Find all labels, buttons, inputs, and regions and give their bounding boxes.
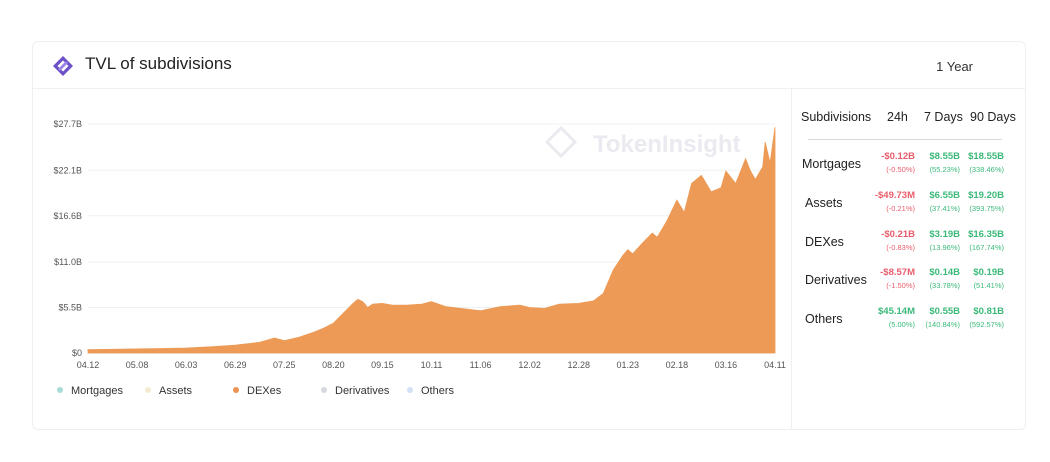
card-header: TVL of subdivisions 1 Year [33,42,1025,89]
legend-label: Derivatives [335,385,390,397]
y-tick-label: $16.6B [53,211,82,221]
table-cell-percent: (55.23%) [929,165,960,174]
table-cell-value: $18.55B [968,151,1004,162]
legend-label: Assets [159,385,193,397]
x-tick-label: 07.25 [273,360,296,370]
panel-divider [791,88,792,430]
table-header: Subdivisions [801,110,872,124]
legend-label: DEXes [247,385,282,397]
legend-item-derivatives[interactable]: Derivatives [321,385,389,397]
table-cell-percent: (-0.21%) [886,204,915,213]
card-title: TVL of subdivisions [85,54,232,73]
table-cell-percent: (-0.83%) [886,243,915,252]
table-row-label: Derivatives [805,273,867,287]
table-cell-value: $6.55B [929,190,960,201]
table-cell-value: $0.55B [929,306,960,317]
table-cell-percent: (393.75%) [969,204,1004,213]
table-header[interactable]: 24h [887,110,908,124]
table-cell-value: $0.14B [929,267,960,278]
table-cell-percent: (592.57%) [969,320,1004,329]
x-tick-label: 01.23 [617,360,640,370]
x-tick-label: 06.29 [224,360,247,370]
tvl-area-chart: TokenInsight $0 $5.5B $11.0B $16.6B $22.1B $27… [53,119,786,370]
tvl-card: TVL of subdivisions 1 Year TokenInsight $… [32,41,1026,430]
table-row-label: DEXes [805,235,844,249]
x-tick-label: 12.02 [518,360,541,370]
x-tick-label: 08.20 [322,360,345,370]
x-tick-label: 10.11 [421,360,443,370]
y-tick-label: $11.0B [54,257,82,267]
x-tick-label: 06.03 [175,360,198,370]
table-cell-value: $3.19B [929,229,960,240]
legend-label: Mortgages [71,385,123,397]
period-selector[interactable]: 1 Year [936,59,973,74]
y-tick-label: $5.5B [58,303,82,313]
tokeninsight-logo-icon [53,56,73,76]
legend-item-others[interactable]: Others [407,385,454,397]
x-tick-label: 09.15 [371,360,394,370]
table-header[interactable]: 7 Days [924,110,963,124]
legend-dot-icon [57,387,63,394]
legend-dot-icon [233,387,239,394]
table-cell-percent: (-1.50%) [886,281,915,290]
table-cell-percent: (37.41%) [929,204,960,213]
table-header[interactable]: 90 Days [970,110,1016,124]
table-cell-value: $45.14M [878,306,915,317]
y-tick-label: $22.1B [53,165,82,175]
x-tick-label: 04.12 [77,360,100,370]
table-cell-value: -$0.12B [881,151,915,162]
table-cell-percent: (140.84%) [925,320,960,329]
table-cell-percent: (5.00%) [888,320,915,329]
table-cell-value: $8.55B [929,151,960,162]
table-cell-percent: (33.78%) [929,281,960,290]
table-cell-percent: (51.41%) [973,281,1004,290]
watermark-logo-icon [544,125,578,159]
legend-item-mortgages[interactable]: Mortgages [57,385,123,397]
legend-item-assets[interactable]: Assets [145,385,192,397]
y-tick-label: $27.7B [53,119,82,129]
legend-item-dexes[interactable]: DEXes [233,385,281,397]
table-row-label: Others [805,312,843,326]
table-cell-value: $0.19B [973,267,1004,278]
table-cell-value: -$8.57M [880,267,915,278]
table-row-label: Mortgages [802,157,862,171]
table-row-label: Assets [805,196,843,210]
table-cell-percent: (167.74%) [969,243,1004,252]
table-cell-percent: (13.96%) [929,243,960,252]
y-tick-label: $0 [72,348,82,358]
table-cell-value: -$49.73M [874,190,915,201]
x-tick-label: 03.16 [715,360,738,370]
x-tick-label: 02.18 [666,360,689,370]
table-cell-value: $19.20B [968,190,1004,201]
table-cell-value: -$0.21B [881,229,915,240]
table-header-rule [808,139,1002,140]
watermark-text: TokenInsight [593,131,741,158]
legend-dot-icon [145,387,151,394]
legend-dot-icon [407,387,413,394]
dexes-area-series [87,127,776,354]
table-cell-percent: (338.46%) [969,165,1004,174]
table-cell-value: $16.35B [968,229,1004,240]
x-tick-label: 05.08 [126,360,149,370]
x-tick-label: 04.11 [764,360,786,370]
legend-dot-icon [321,387,327,394]
table-cell-value: $0.81B [973,306,1004,317]
table-cell-percent: (-0.50%) [886,165,915,174]
x-tick-label: 12.28 [567,360,590,370]
legend-label: Others [421,385,455,397]
x-tick-label: 11.06 [470,360,492,370]
